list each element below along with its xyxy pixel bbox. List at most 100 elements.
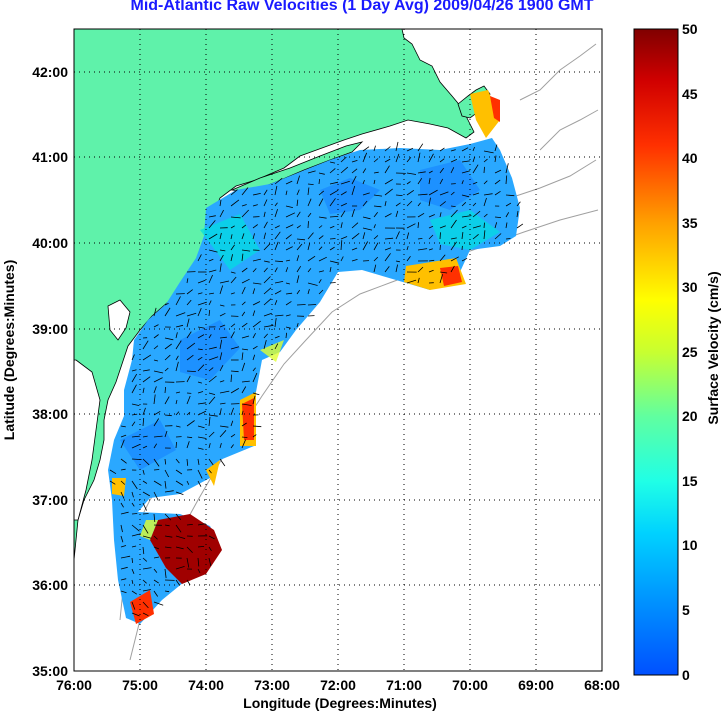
velocity-arrow	[329, 260, 340, 264]
velocity-arrow	[263, 287, 272, 295]
velocity-arrow	[307, 282, 318, 286]
velocity-arrow	[450, 256, 459, 262]
velocity-arrow	[505, 202, 512, 207]
velocity-arrow	[439, 147, 445, 152]
velocity-arrow	[307, 232, 314, 240]
velocity-arrow	[362, 146, 370, 152]
velocity-arrow	[230, 388, 240, 394]
velocity-arrow	[340, 256, 344, 262]
velocity-arrow	[208, 334, 212, 339]
velocity-arrow	[450, 191, 455, 196]
y-tick-label: 38:00	[32, 406, 68, 422]
velocity-arrow	[197, 436, 207, 439]
velocity-arrow	[318, 190, 325, 196]
velocity-arrow	[219, 352, 223, 361]
colorbar-tick-label: 0	[682, 667, 690, 683]
velocity-arrow	[175, 579, 181, 586]
velocity-arrow	[252, 288, 256, 295]
velocity-arrow	[186, 420, 195, 427]
velocity-arrow	[516, 223, 524, 229]
velocity-arrow	[340, 180, 350, 185]
velocity-arrow	[373, 235, 379, 240]
velocity-arrow	[439, 178, 444, 185]
velocity-arrow	[175, 425, 181, 428]
velocity-arrow	[329, 267, 332, 273]
velocity-arrow	[450, 241, 457, 251]
velocity-arrow	[461, 225, 467, 229]
velocity-arrow	[483, 197, 487, 207]
velocity-arrow	[274, 231, 281, 240]
velocity-arrow	[131, 502, 135, 507]
velocity-arrow	[241, 249, 251, 252]
velocity-arrow	[175, 513, 182, 520]
velocity-arrow	[329, 198, 336, 207]
velocity-arrow	[131, 579, 134, 584]
velocity-arrow	[131, 601, 136, 610]
velocity-arrow	[120, 511, 129, 515]
velocity-arrow	[307, 255, 316, 262]
velocity-arrow	[252, 425, 262, 428]
velocity-arrow	[384, 201, 387, 207]
velocity-arrow	[241, 233, 245, 240]
velocity-arrow	[186, 299, 192, 306]
velocity-arrow	[142, 557, 148, 562]
velocity-arrow	[120, 590, 127, 594]
velocity-arrow	[197, 469, 203, 479]
velocity-arrow	[428, 225, 434, 229]
velocity-arrow	[373, 264, 377, 273]
velocity-arrow	[450, 237, 457, 240]
velocity-arrow	[494, 179, 501, 185]
y-tick-label: 35:00	[32, 663, 68, 679]
velocity-arrow	[417, 202, 421, 207]
velocity-arrow	[351, 222, 359, 229]
velocity-arrow	[241, 267, 248, 273]
velocity-arrow	[296, 211, 301, 218]
velocity-arrow	[131, 533, 141, 537]
velocity-arrow	[307, 183, 314, 185]
velocity-arrow	[175, 332, 178, 339]
x-tick-label: 74:00	[188, 677, 224, 693]
velocity-arrow	[186, 458, 189, 466]
velocity-arrow	[241, 439, 246, 449]
velocity-arrow	[142, 524, 149, 534]
velocity-arrow	[208, 258, 214, 262]
velocity-arrow	[186, 375, 191, 383]
velocity-arrow	[208, 220, 216, 229]
x-tick-label: 71:00	[386, 677, 422, 693]
velocity-arrow	[494, 169, 502, 174]
velocity-arrow	[120, 535, 124, 543]
velocity-arrow	[175, 324, 184, 328]
velocity-arrow	[197, 356, 203, 361]
velocity-arrow	[285, 282, 290, 285]
velocity-field-slow	[120, 160, 480, 470]
velocity-arrow	[230, 189, 238, 196]
velocity-arrow	[428, 189, 438, 196]
y-axis-label: Latitude (Degrees:Minutes)	[1, 260, 17, 440]
velocity-arrow	[329, 216, 339, 218]
velocity-arrow	[351, 247, 358, 251]
colorbar-label: Surface Velocity (cm/s)	[705, 271, 721, 424]
velocity-arrow	[318, 270, 325, 273]
velocity-arrow	[373, 224, 376, 229]
velocity-arrow	[252, 372, 258, 383]
velocity-arrow	[197, 334, 205, 339]
velocity-arrow	[252, 193, 261, 196]
velocity-arrow	[164, 354, 171, 361]
velocity-arrow	[318, 172, 325, 175]
velocity-arrow	[406, 245, 409, 251]
velocity-arrow	[131, 545, 137, 548]
velocity-arrow	[175, 391, 181, 394]
velocity-arrow	[164, 524, 170, 527]
velocity-arrow	[175, 491, 184, 495]
velocity-arrow	[307, 187, 310, 196]
velocity-arrow	[241, 204, 247, 207]
velocity-arrow	[263, 312, 272, 317]
velocity-arrow	[494, 190, 501, 196]
velocity-arrow	[164, 302, 169, 306]
velocity-arrow	[362, 179, 365, 185]
velocity-arrow	[230, 374, 232, 383]
y-tick-label: 41:00	[32, 149, 68, 165]
velocity-arrow	[175, 524, 182, 533]
velocity-arrow	[153, 386, 157, 394]
velocity-arrow	[186, 312, 197, 317]
